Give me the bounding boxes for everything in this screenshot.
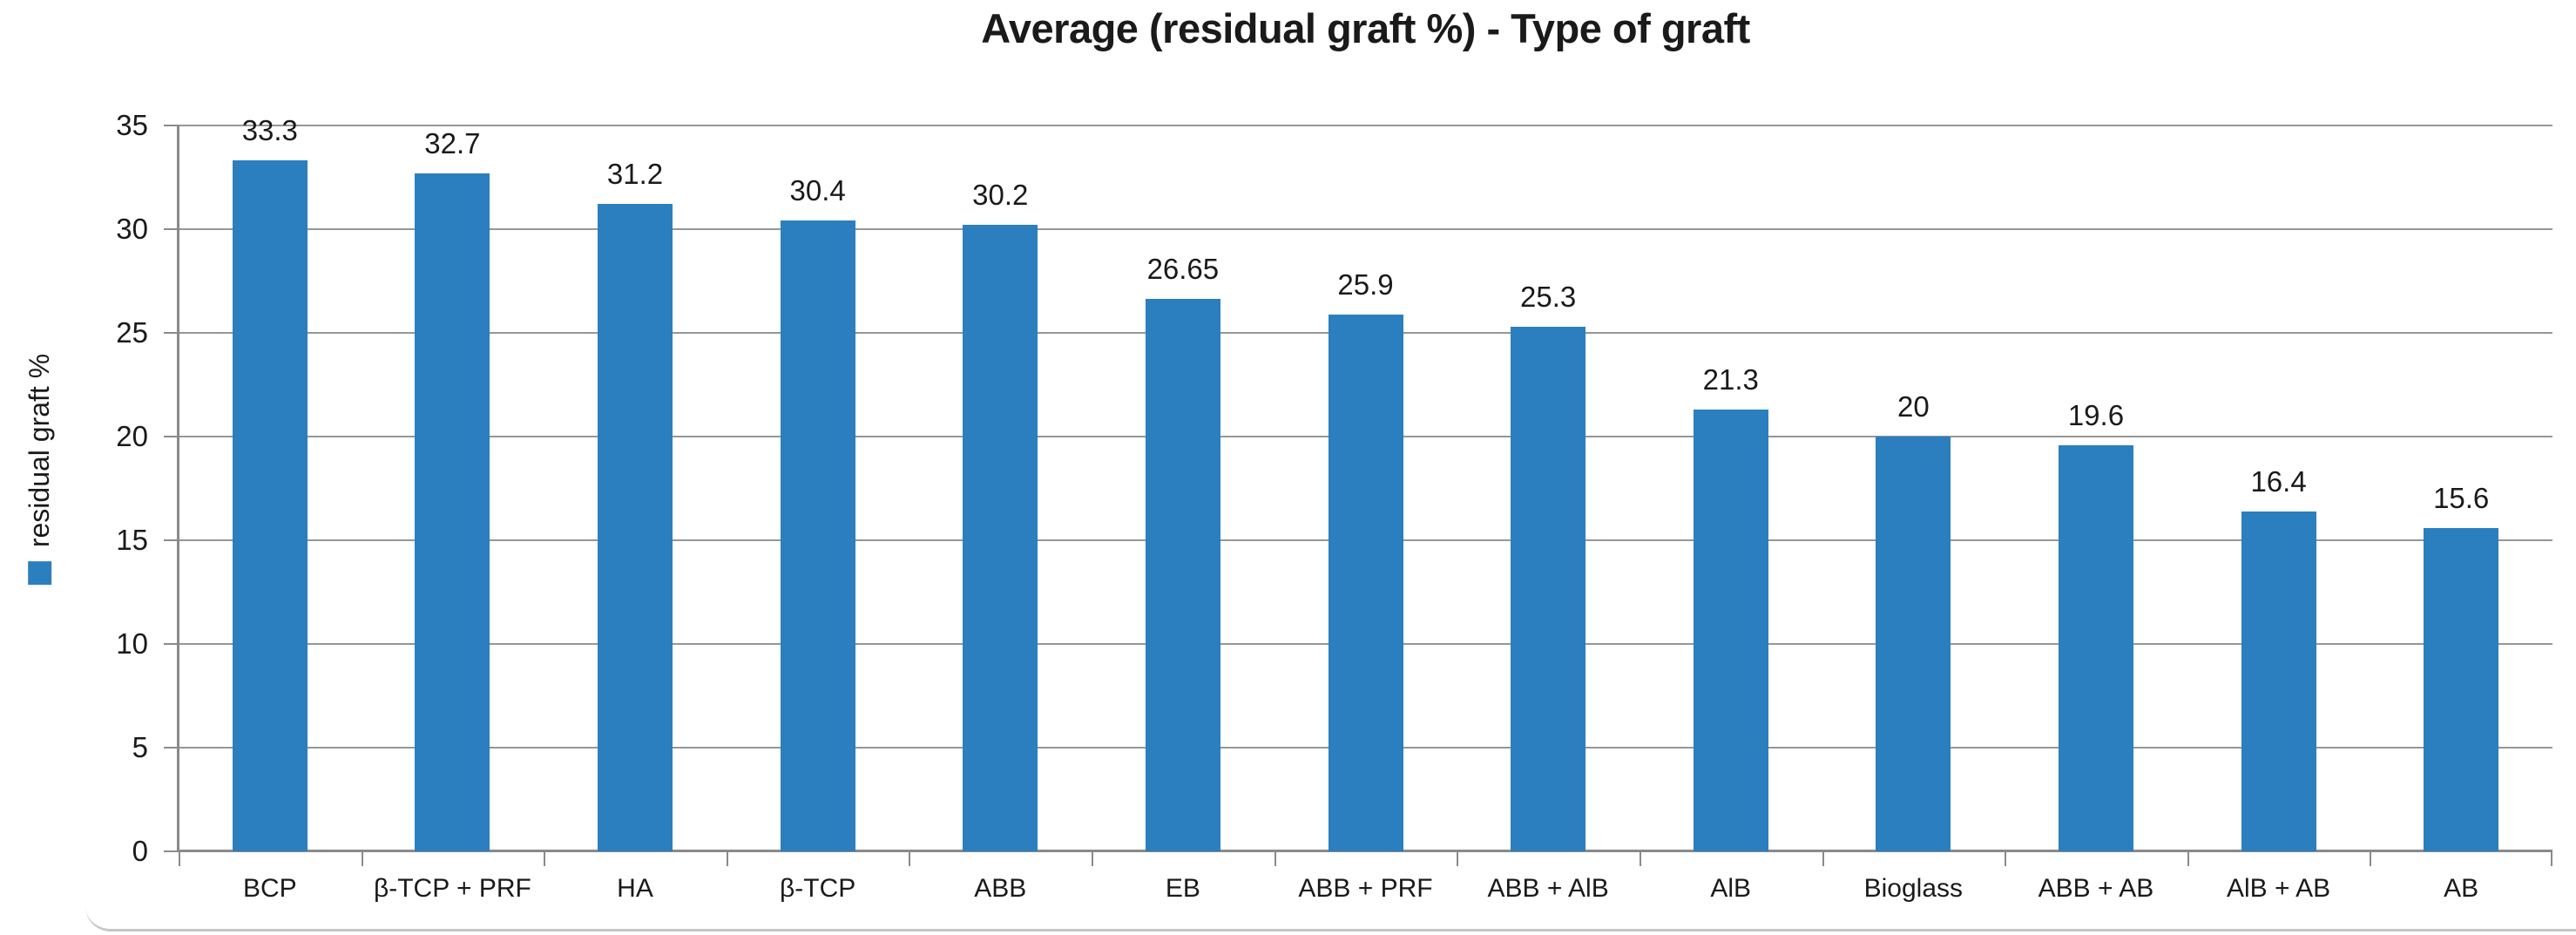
x-category-label: ABB bbox=[974, 874, 1027, 903]
bar bbox=[415, 173, 490, 851]
x-tick-mark bbox=[544, 851, 546, 866]
x-category-label: β-TCP bbox=[780, 874, 856, 903]
x-category-label: HA bbox=[617, 874, 653, 903]
x-category-label: AlB + AB bbox=[2226, 874, 2331, 903]
y-tick-label: 10 bbox=[116, 627, 148, 660]
y-tick-mark bbox=[164, 850, 179, 852]
y-tick-label: 0 bbox=[132, 835, 148, 867]
bar-value-label: 33.3 bbox=[241, 114, 298, 147]
y-tick-mark bbox=[164, 643, 179, 645]
x-category-label: Bioglass bbox=[1863, 874, 1964, 903]
x-category-label: ABB + AB bbox=[2038, 874, 2154, 903]
bar-value-label: 19.6 bbox=[2067, 398, 2125, 431]
x-tick-mark bbox=[1822, 851, 1824, 866]
y-tick-mark bbox=[164, 125, 179, 126]
bar bbox=[1145, 298, 1220, 851]
x-tick-mark bbox=[726, 851, 728, 866]
y-tick-label: 35 bbox=[116, 109, 148, 141]
bar bbox=[1876, 437, 1951, 851]
bar-value-label: 16.4 bbox=[2250, 464, 2307, 498]
bar-value-label: 30.2 bbox=[972, 179, 1029, 212]
y-tick-label: 20 bbox=[116, 420, 148, 452]
bar bbox=[1511, 326, 1586, 851]
bar bbox=[963, 225, 1038, 851]
x-category-label: ABB + PRF bbox=[1298, 874, 1433, 903]
bar bbox=[2241, 511, 2316, 851]
bar-value-label: 15.6 bbox=[2433, 481, 2490, 514]
bar bbox=[1328, 314, 1403, 851]
bar-value-label: 21.3 bbox=[1702, 363, 1759, 396]
x-tick-mark bbox=[361, 851, 363, 866]
bar-value-label: 25.9 bbox=[1337, 268, 1394, 301]
y-tick-label: 25 bbox=[116, 316, 148, 349]
x-category-label: β-TCP + PRF bbox=[373, 874, 531, 903]
bar bbox=[780, 220, 855, 851]
y-tick-label: 15 bbox=[116, 524, 148, 556]
x-tick-mark bbox=[179, 851, 180, 866]
x-category-label: BCP bbox=[242, 874, 297, 903]
x-tick-mark bbox=[1639, 851, 1641, 866]
y-tick-mark bbox=[164, 436, 179, 437]
bar-value-label: 20 bbox=[1897, 390, 1930, 423]
y-axis-line bbox=[177, 125, 179, 851]
y-tick-mark bbox=[164, 539, 179, 541]
bar bbox=[232, 160, 308, 851]
x-category-label: ABB + AlB bbox=[1487, 874, 1609, 903]
x-category-label: AB bbox=[2444, 874, 2479, 903]
chart-title: Average (residual graft %) - Type of gra… bbox=[981, 5, 1750, 51]
bar-value-label: 31.2 bbox=[606, 158, 664, 191]
bar bbox=[598, 204, 673, 851]
x-tick-mark bbox=[1274, 851, 1276, 866]
bar-value-label: 25.3 bbox=[1519, 280, 1577, 313]
y-tick-mark bbox=[164, 747, 179, 749]
bar bbox=[2058, 444, 2133, 851]
bar bbox=[2424, 527, 2499, 851]
gridline bbox=[179, 228, 2552, 230]
chart-frame-border bbox=[85, 906, 2576, 932]
x-tick-mark bbox=[2187, 851, 2189, 866]
bar bbox=[1693, 410, 1768, 851]
x-tick-mark bbox=[909, 851, 911, 866]
x-category-label: EB bbox=[1165, 874, 1200, 903]
x-category-label: AlB bbox=[1710, 874, 1752, 903]
y-tick-label: 30 bbox=[116, 213, 148, 245]
y-tick-mark bbox=[164, 332, 179, 334]
x-tick-mark bbox=[2370, 851, 2372, 866]
y-tick-mark bbox=[164, 228, 179, 230]
bar-value-label: 30.4 bbox=[789, 174, 846, 207]
y-tick-label: 5 bbox=[132, 731, 148, 763]
x-tick-mark bbox=[2551, 851, 2552, 866]
x-tick-mark bbox=[2005, 851, 2007, 866]
x-tick-mark bbox=[1457, 851, 1459, 866]
gridline bbox=[179, 125, 2552, 126]
bar-value-label: 26.65 bbox=[1146, 252, 1220, 285]
bar-value-label: 32.7 bbox=[424, 126, 481, 159]
legend-marker-icon bbox=[28, 561, 52, 586]
x-tick-mark bbox=[1092, 851, 1094, 866]
